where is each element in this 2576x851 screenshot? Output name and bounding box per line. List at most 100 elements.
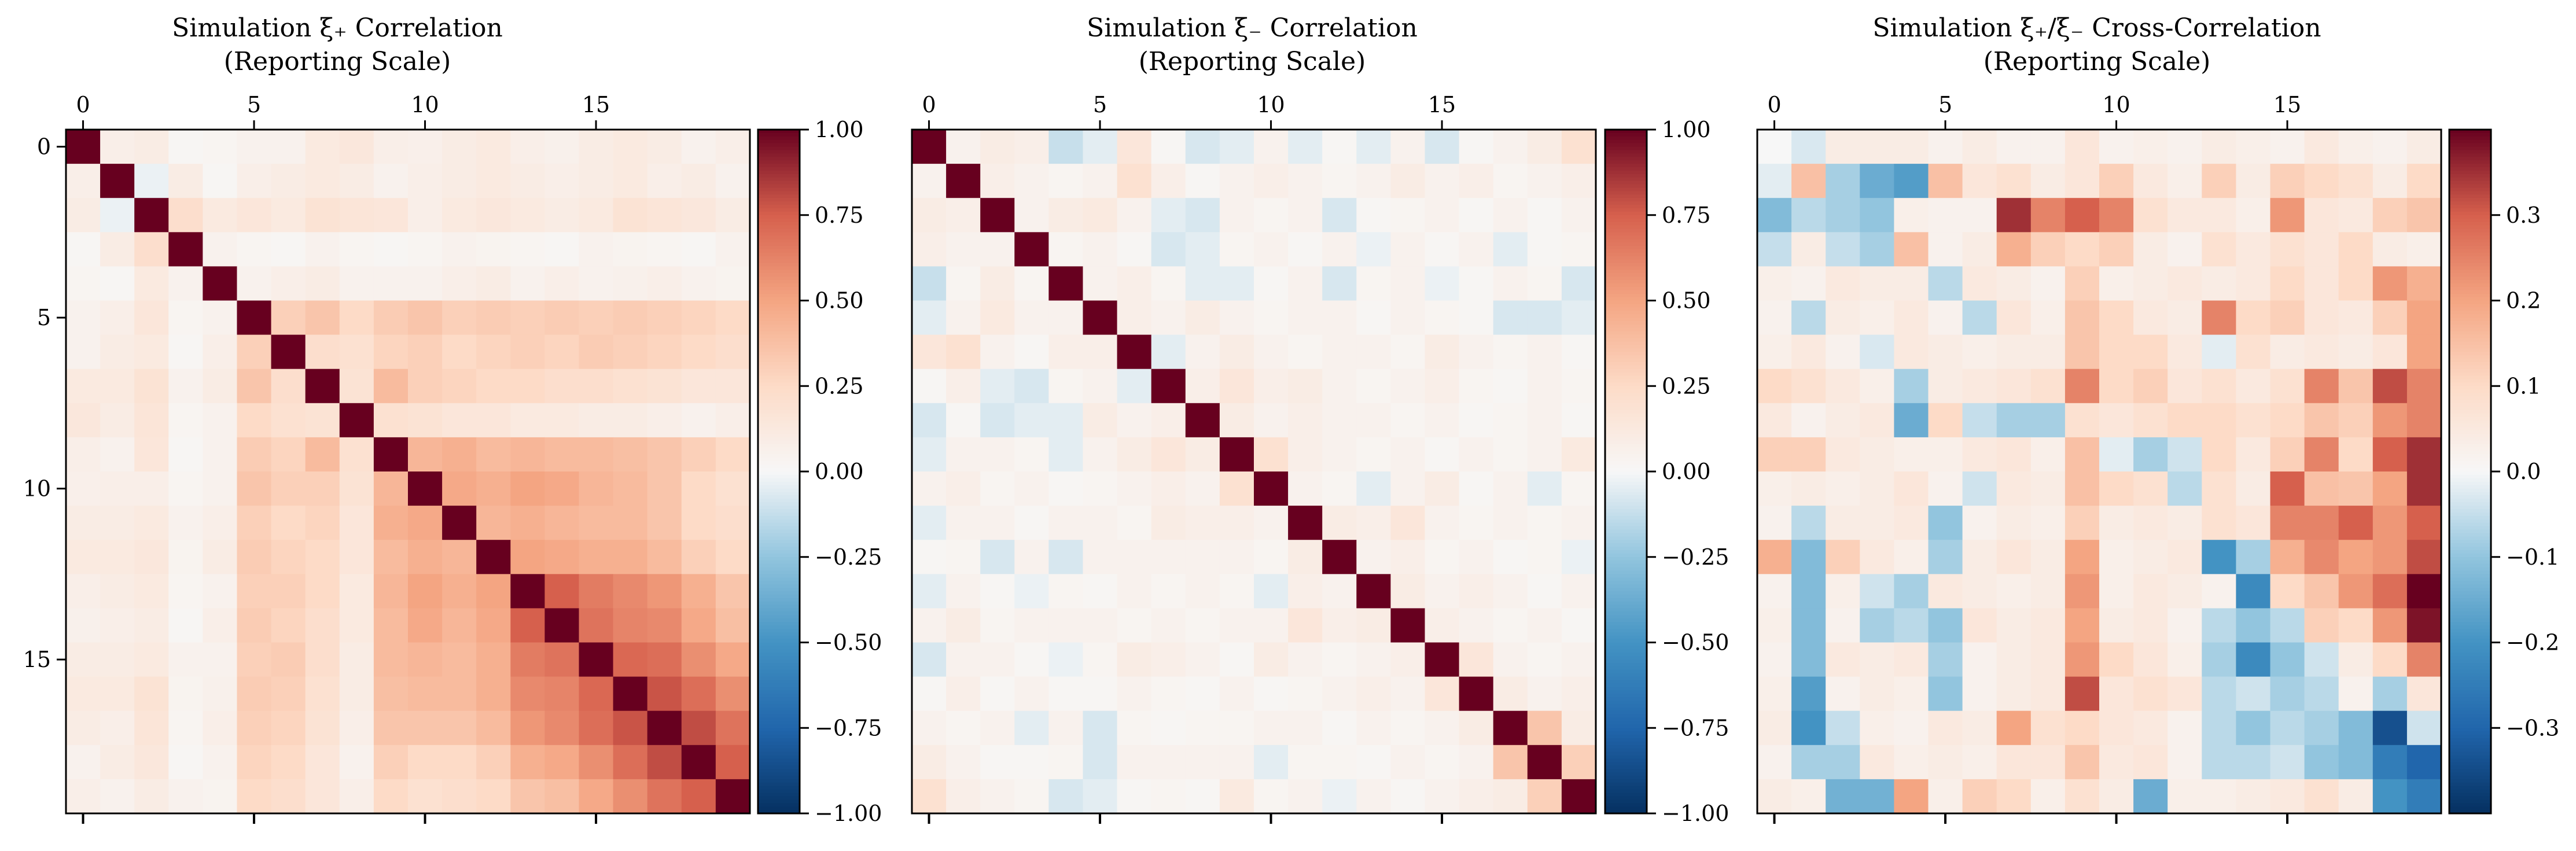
heatmap-cell	[1151, 745, 1186, 780]
colorbar-segment	[758, 694, 800, 698]
colorbar-segment	[758, 680, 800, 684]
heatmap-cell	[305, 130, 340, 164]
heatmap-cell	[2406, 506, 2442, 540]
colorbar-segment	[2449, 440, 2491, 445]
x-tick-label: 10	[2102, 92, 2130, 117]
heatmap-cell	[1390, 164, 1426, 198]
heatmap-cell	[1322, 437, 1357, 472]
heatmap-cell	[100, 506, 135, 540]
colorbar-segment	[2449, 519, 2491, 524]
heatmap-cell	[1083, 232, 1118, 267]
heatmap-cell	[66, 710, 101, 746]
heatmap-cell	[1390, 642, 1426, 677]
heatmap-cell	[1493, 710, 1528, 746]
heatmap-cell	[1996, 266, 2032, 301]
heatmap-cell	[2270, 540, 2305, 574]
heatmap-cell	[442, 164, 477, 198]
colorbar-segment	[1605, 235, 1647, 240]
heatmap-cell	[2202, 745, 2236, 780]
heatmap-cell	[1928, 676, 1963, 712]
heatmap-cell	[1996, 574, 2032, 609]
heatmap-cell	[339, 198, 374, 233]
heatmap-cell	[1860, 164, 1894, 198]
heatmap-cell	[2065, 676, 2100, 712]
heatmap-cell	[134, 164, 169, 198]
colorbar-segment	[2449, 389, 2491, 393]
panel-title: Simulation ξ₊ Correlation	[172, 13, 503, 43]
colorbar-segment	[758, 653, 800, 657]
colorbar-segment	[758, 468, 800, 472]
heatmap-cell	[203, 676, 238, 712]
colorbar-segment	[1605, 215, 1647, 219]
heatmap-cell	[373, 300, 409, 336]
colorbar-segment	[2449, 304, 2491, 308]
colorbar-segment	[1605, 194, 1647, 198]
colorbar-segment	[758, 372, 800, 377]
colorbar-segment	[1605, 656, 1647, 660]
heatmap-cell	[1185, 574, 1220, 609]
heatmap-cell	[1117, 369, 1152, 404]
heatmap-cell	[1493, 437, 1528, 472]
colorbar-segment	[1605, 324, 1647, 329]
heatmap-cell	[476, 369, 511, 404]
colorbar-segment	[758, 611, 800, 616]
heatmap-cell	[2270, 130, 2305, 164]
heatmap-cell	[1322, 130, 1357, 164]
colorbar-segment	[2449, 386, 2491, 390]
colorbar-segment	[2449, 362, 2491, 366]
heatmap-cell	[912, 403, 947, 438]
colorbar-segment	[2449, 444, 2491, 448]
heatmap-cell	[1791, 540, 1826, 574]
x-tick-label: 15	[2273, 92, 2301, 117]
heatmap-cell	[305, 164, 340, 198]
heatmap-cell	[1757, 130, 1792, 164]
colorbar-segment	[1605, 762, 1647, 767]
heatmap-cell	[1117, 506, 1152, 540]
heatmap-cell	[1151, 266, 1186, 301]
heatmap-cell	[237, 232, 272, 267]
heatmap-cell	[946, 506, 981, 540]
colorbar-segment	[1605, 286, 1647, 291]
colorbar-segment	[758, 499, 800, 503]
heatmap-cell	[305, 608, 340, 643]
heatmap-cell	[2372, 676, 2408, 712]
heatmap-cell	[912, 300, 947, 336]
heatmap-cell	[2099, 471, 2134, 506]
heatmap-cell	[1527, 745, 1562, 780]
heatmap-cell	[476, 745, 511, 780]
heatmap-cell	[1791, 300, 1826, 336]
colorbar-segment	[1605, 608, 1647, 613]
colorbar-segment	[1605, 273, 1647, 277]
heatmap-cell	[1459, 334, 1494, 370]
colorbar-segment	[1605, 225, 1647, 230]
colorbar-segment	[1605, 485, 1647, 489]
heatmap-cell	[237, 471, 272, 506]
heatmap-cell	[1425, 164, 1460, 198]
heatmap-cell	[715, 506, 750, 540]
colorbar-segment	[758, 509, 800, 513]
colorbar-segment	[758, 280, 800, 284]
colorbar-segment	[2449, 198, 2491, 202]
heatmap-cell	[168, 232, 203, 267]
colorbar-segment	[758, 458, 800, 462]
colorbar-segment	[2449, 465, 2491, 469]
heatmap-cell	[1254, 779, 1289, 814]
heatmap-cell	[1288, 574, 1323, 609]
heatmap-cell	[1254, 164, 1289, 198]
colorbar-segment	[758, 174, 800, 178]
heatmap-cell	[1996, 369, 2032, 404]
heatmap-cell	[544, 642, 580, 677]
colorbar-segment	[758, 194, 800, 198]
heatmap-cell	[510, 710, 545, 746]
colorbar-segment	[1605, 512, 1647, 517]
heatmap-cell	[1860, 334, 1894, 370]
heatmap-cell	[2167, 574, 2202, 609]
heatmap-cell	[1390, 779, 1426, 814]
colorbar-segment	[758, 700, 800, 705]
heatmap-cell	[1493, 608, 1528, 643]
colorbar-segment	[2449, 751, 2491, 756]
heatmap-cell	[1459, 779, 1494, 814]
heatmap-cell	[2270, 198, 2305, 233]
heatmap-cell	[1288, 676, 1323, 712]
